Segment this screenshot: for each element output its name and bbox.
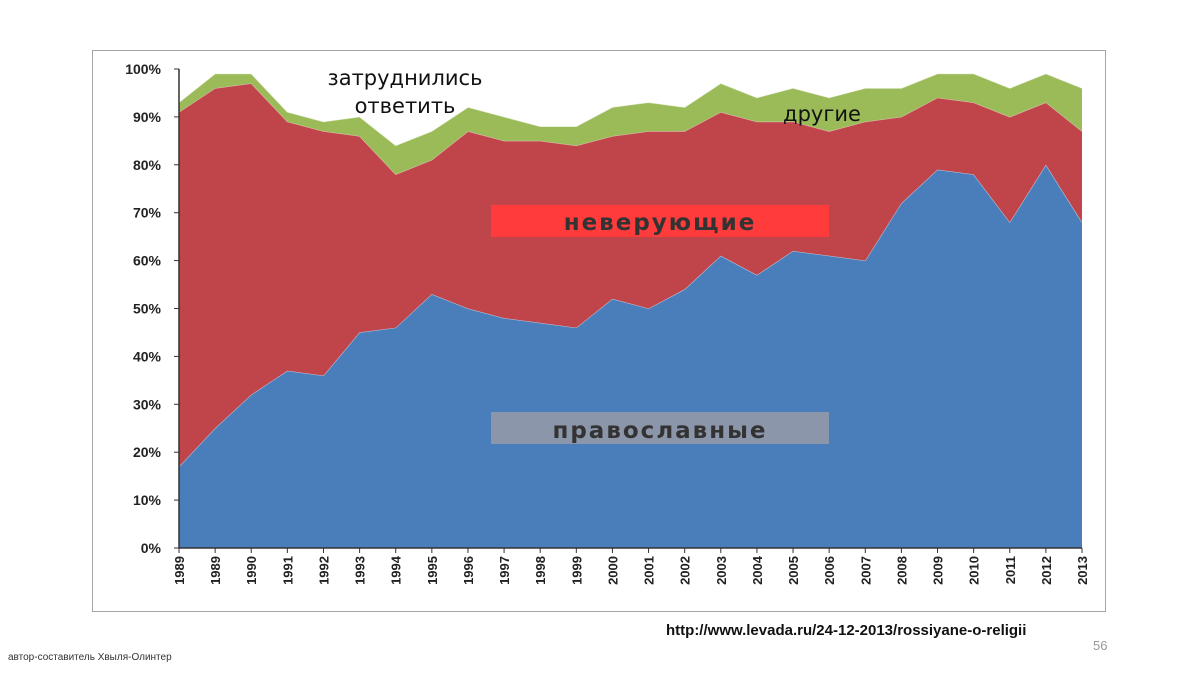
y-tick-label: 0% [141,540,162,556]
x-tick-label: 2013 [1075,556,1090,585]
y-tick-label: 70% [133,205,162,221]
x-tick-label: 1989 [208,556,223,585]
x-tick-label: 1990 [244,556,259,585]
x-tick-label: 2004 [750,555,765,585]
y-tick-label: 40% [133,348,162,364]
y-tick-label: 100% [125,61,161,77]
nonbelievers-label-box [491,205,829,237]
x-tick-label: 2005 [786,556,801,585]
chart-frame [92,50,1106,612]
annotation-undecided-line1: затруднились [328,66,483,90]
x-tick-label: 2000 [605,556,620,585]
source-link[interactable]: http://www.levada.ru/24-12-2013/rossiyan… [666,622,1027,639]
x-tick-label: 2010 [967,556,982,585]
y-tick-label: 20% [133,444,162,460]
x-tick-label: 2008 [894,556,909,585]
annotation-nonbelievers: неверующие [564,210,757,236]
x-tick-label: 2002 [678,556,693,585]
chart-areas [178,73,1083,549]
page-number: 56 [1093,638,1108,653]
chart-labels: затруднились ответить другие неверующие … [328,66,861,444]
x-tick-label: 1996 [461,556,476,585]
annotation-others: другие [783,102,861,126]
y-tick-label: 80% [133,157,162,173]
x-tick-label: 1999 [569,556,584,585]
area-edge-3 [178,73,1083,147]
y-tick-label: 60% [133,253,162,269]
y-tick-label: 10% [133,492,162,508]
y-tick-label: 30% [133,396,162,412]
orthodox-label-box [491,412,829,444]
x-tick-label: 1991 [280,556,295,585]
x-tick-label: 1989 [172,556,187,585]
annotation-undecided-line2: ответить [355,94,456,118]
y-tick-label: 50% [133,301,162,317]
x-tick-label: 2006 [822,556,837,585]
x-tick-label: 1994 [389,555,404,585]
chart-axes: 0% 10% 20% 30% 40% 50% 60% 70% 80% 90% 100% 1989 198… [125,61,1090,585]
area-series-3 [179,73,1082,175]
x-tick-label: 2001 [642,556,657,585]
x-tick-label: 1992 [316,556,331,585]
x-tick-label: 1998 [533,556,548,585]
x-tick-label: 1993 [353,556,368,585]
x-tick-label: 2003 [714,556,729,585]
x-tick-label: 1995 [425,556,440,585]
x-tick-label: 2012 [1039,556,1054,585]
area-series-2 [179,83,1082,467]
area-series-1 [179,164,1082,549]
annotation-orthodox: православные [552,418,767,444]
x-tick-label: 2011 [1003,556,1018,584]
author-credit: автор-составитель Хвыля-Олинтер [8,652,172,663]
y-tick-label: 90% [133,109,162,125]
x-tick-label: 1997 [497,556,512,585]
x-tick-label: 2007 [858,556,873,585]
x-tick-label: 2009 [931,556,946,585]
